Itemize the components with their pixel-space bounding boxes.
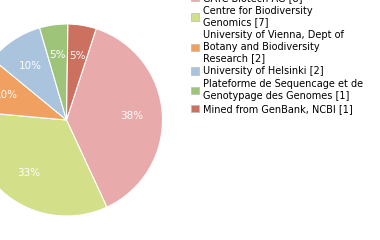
- Wedge shape: [66, 29, 163, 207]
- Text: 5%: 5%: [49, 50, 66, 60]
- Text: 38%: 38%: [120, 111, 143, 121]
- Text: 5%: 5%: [69, 51, 86, 61]
- Text: 10%: 10%: [0, 90, 17, 100]
- Wedge shape: [40, 24, 68, 120]
- Legend: GATC Biotech AG [8], Centre for Biodiversity
Genomics [7], University of Vienna,: GATC Biotech AG [8], Centre for Biodiver…: [192, 0, 363, 114]
- Text: 10%: 10%: [19, 60, 42, 71]
- Text: 33%: 33%: [17, 168, 41, 178]
- Wedge shape: [0, 59, 66, 120]
- Wedge shape: [0, 111, 107, 216]
- Wedge shape: [66, 24, 96, 120]
- Wedge shape: [0, 28, 66, 120]
